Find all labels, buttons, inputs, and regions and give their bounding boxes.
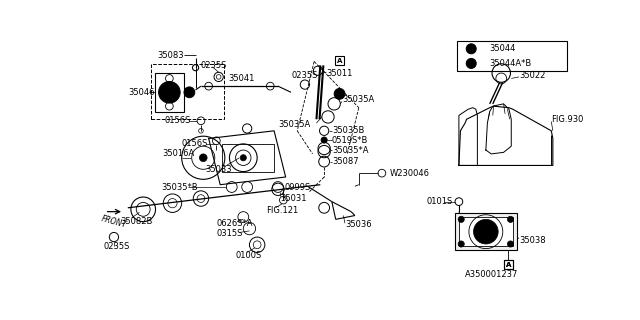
Text: 0101S: 0101S [427, 197, 453, 206]
Circle shape [164, 87, 175, 98]
Text: 1: 1 [338, 91, 342, 96]
Bar [455, 213, 516, 250]
Bar [458, 42, 566, 71]
Circle shape [466, 59, 476, 68]
Circle shape [474, 219, 498, 244]
Circle shape [184, 87, 195, 98]
Text: FRONT: FRONT [100, 214, 127, 229]
Text: 0156S: 0156S [182, 140, 208, 148]
Bar [504, 260, 513, 269]
Text: 35022: 35022 [519, 71, 545, 80]
Bar [504, 260, 513, 269]
Text: 0315S: 0315S [216, 229, 243, 238]
Bar [221, 144, 274, 172]
Text: 2: 2 [469, 61, 473, 66]
Text: 35033: 35033 [205, 165, 232, 174]
Circle shape [458, 241, 464, 247]
Text: 35041: 35041 [228, 74, 254, 83]
Text: 0235S: 0235S [201, 61, 227, 70]
Text: W230046: W230046 [390, 169, 429, 178]
Text: A: A [506, 262, 511, 268]
Circle shape [466, 44, 476, 54]
Text: 35016A: 35016A [163, 149, 195, 158]
Circle shape [508, 241, 513, 247]
Text: 1: 1 [469, 46, 473, 51]
Circle shape [159, 82, 180, 103]
Text: 35035A: 35035A [278, 120, 310, 129]
Text: 35044A*B: 35044A*B [490, 59, 532, 68]
Bar [155, 73, 184, 112]
Text: 0156S: 0156S [164, 116, 191, 125]
Circle shape [321, 137, 327, 143]
Text: 0519S*B: 0519S*B [332, 136, 368, 145]
Text: 35035B: 35035B [332, 126, 364, 135]
Text: 35046: 35046 [128, 88, 154, 97]
Text: 0999S: 0999S [284, 182, 310, 191]
Text: FIG.930: FIG.930 [551, 115, 584, 124]
Text: 35035A: 35035A [342, 95, 374, 105]
Text: 0626S*A: 0626S*A [216, 219, 253, 228]
Circle shape [200, 154, 207, 162]
Circle shape [334, 88, 345, 99]
Text: 0100S: 0100S [236, 251, 262, 260]
Circle shape [240, 155, 246, 161]
Text: FIG.121: FIG.121 [266, 206, 299, 215]
Text: 2: 2 [188, 89, 191, 95]
Text: 35035*A: 35035*A [332, 146, 369, 155]
Text: A: A [337, 58, 342, 64]
Bar [459, 217, 513, 246]
Text: 35035*B: 35035*B [161, 182, 198, 191]
Text: 35038: 35038 [519, 236, 545, 244]
Text: A: A [506, 262, 511, 268]
Text: 0235S: 0235S [292, 71, 318, 80]
Circle shape [508, 216, 513, 222]
Text: 35044: 35044 [490, 44, 516, 53]
Text: 0235S: 0235S [103, 242, 129, 251]
Bar [151, 64, 224, 119]
Text: 35082B: 35082B [120, 217, 152, 226]
Text: A350001237: A350001237 [465, 269, 518, 278]
Text: 35036: 35036 [345, 220, 372, 229]
Text: 35087: 35087 [332, 157, 358, 166]
Circle shape [458, 216, 464, 222]
Bar [335, 56, 344, 65]
Text: 35083: 35083 [157, 51, 184, 60]
Text: 35011: 35011 [326, 68, 353, 77]
Text: 35031: 35031 [280, 194, 307, 203]
